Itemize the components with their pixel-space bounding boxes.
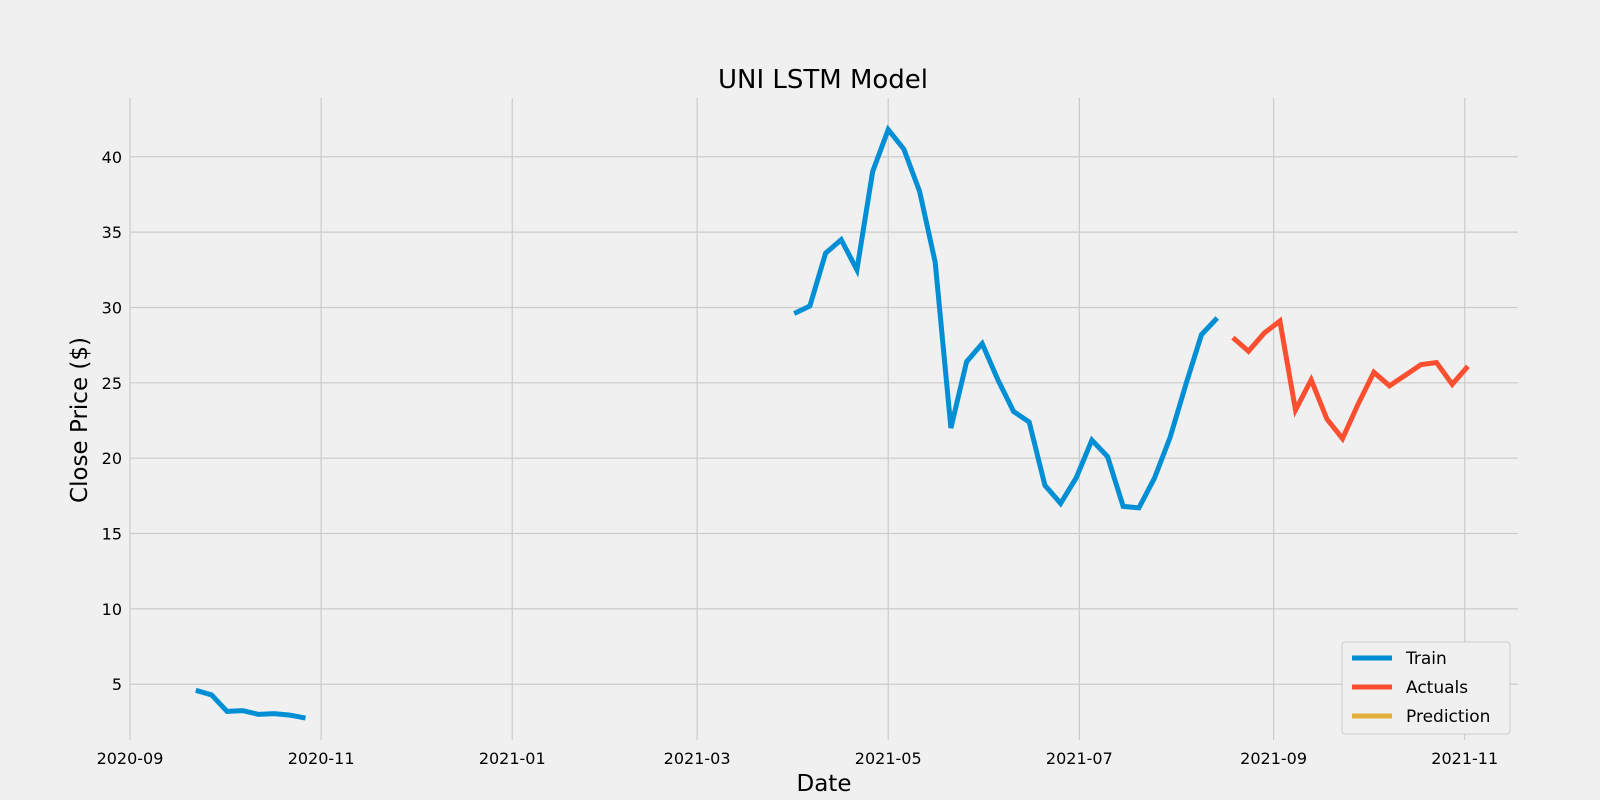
y-tick-label: 30 xyxy=(102,298,122,317)
legend-label-prediction: Prediction xyxy=(1406,707,1490,727)
x-tick-labels: 2020-09 2020-11 2021-01 2021-03 2021-05 2021-… xyxy=(97,749,1499,768)
x-tick-label: 2021-09 xyxy=(1240,749,1307,768)
y-tick-label: 10 xyxy=(102,600,122,619)
x-tick-label: 2021-01 xyxy=(479,749,546,768)
x-tick-label: 2021-03 xyxy=(664,749,731,768)
legend-box xyxy=(1341,641,1511,735)
y-tick-label: 15 xyxy=(102,525,122,544)
legend-label-train: Train xyxy=(1405,649,1447,669)
y-tick-label: 35 xyxy=(102,223,122,242)
y-tick-label: 20 xyxy=(102,449,122,468)
x-tick-label: 2021-07 xyxy=(1046,749,1113,768)
x-tick-label: 2020-11 xyxy=(288,749,355,768)
y-tick-labels: 5 10 15 20 25 30 35 40 xyxy=(102,148,122,694)
train-series-line xyxy=(195,687,306,721)
x-tick-label: 2020-09 xyxy=(97,749,164,768)
legend-label-actuals: Actuals xyxy=(1406,678,1468,698)
y-axis-title: Close Price ($) xyxy=(67,337,93,503)
grid xyxy=(129,98,1518,740)
x-tick-label: 2021-11 xyxy=(1431,749,1498,768)
actuals-series-line xyxy=(1231,316,1470,444)
train-series-line xyxy=(793,124,1220,511)
series-lines xyxy=(195,124,1470,721)
chart-title: UNI LSTM Model xyxy=(718,65,928,95)
x-axis-title: Date xyxy=(797,771,852,797)
y-tick-label: 25 xyxy=(102,374,122,393)
legend: Train Actuals Prediction xyxy=(1341,641,1511,735)
y-tick-label: 40 xyxy=(102,148,122,167)
x-tick-label: 2021-05 xyxy=(855,749,922,768)
y-tick-label: 5 xyxy=(112,675,122,694)
